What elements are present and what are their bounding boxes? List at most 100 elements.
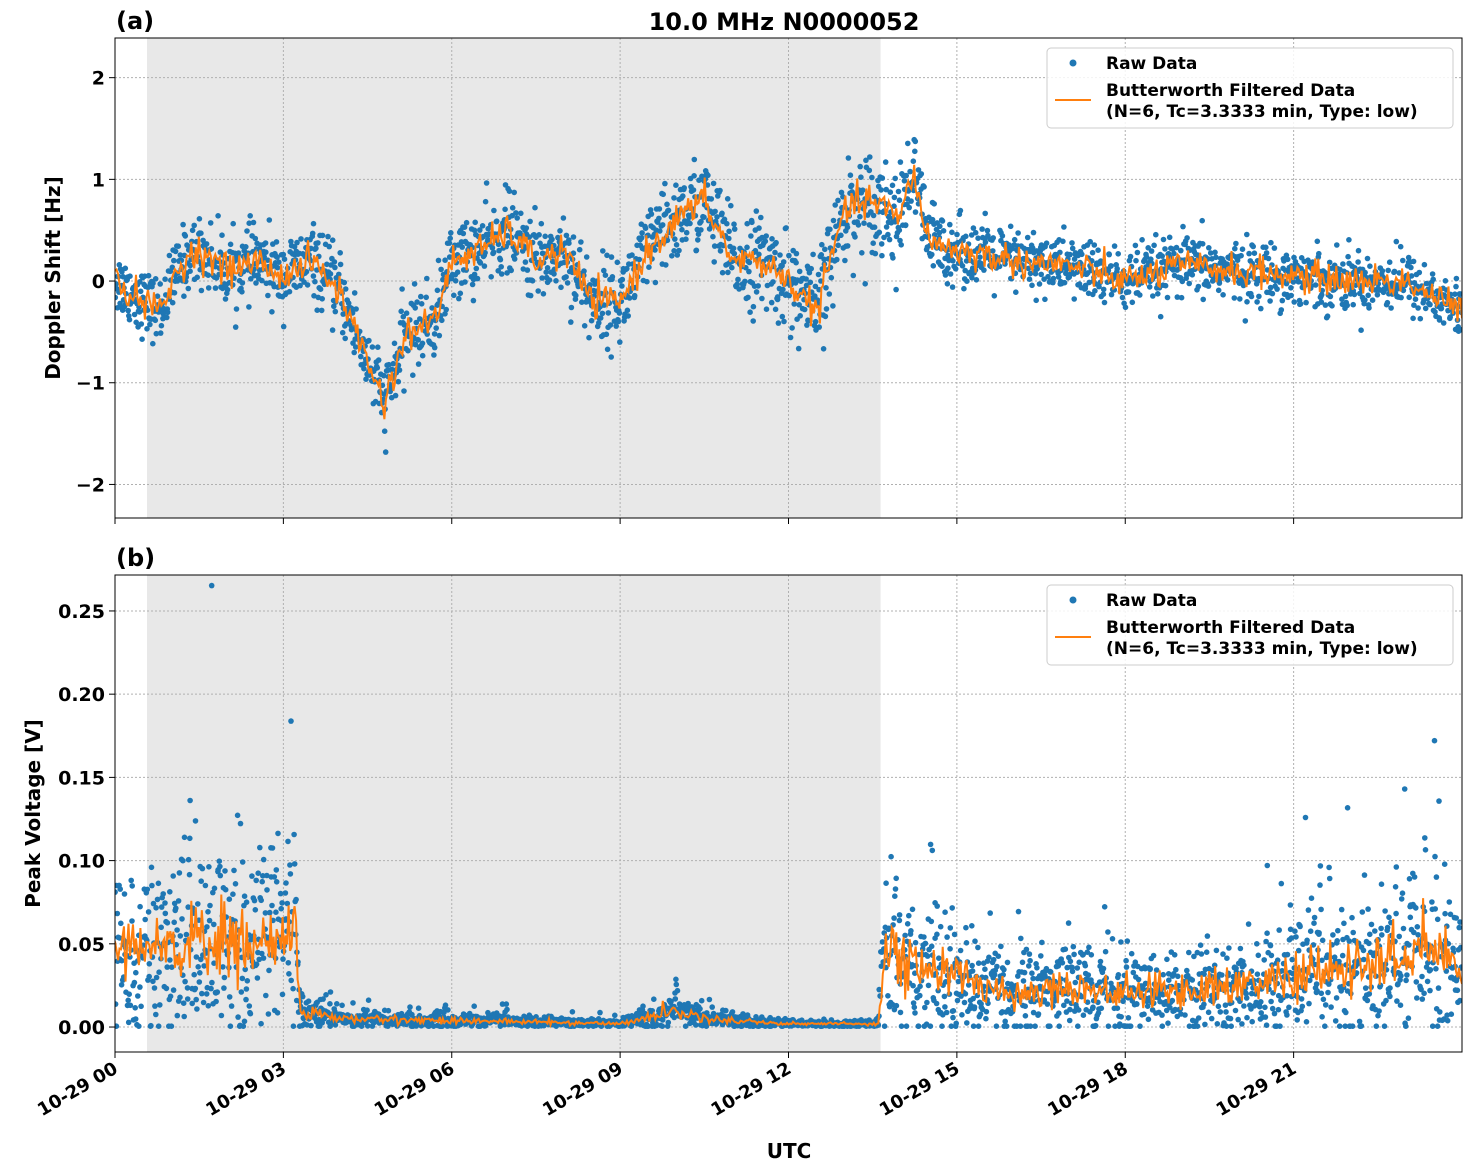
raw-data-point (217, 858, 223, 864)
raw-data-point (973, 230, 979, 236)
raw-data-point (133, 1016, 139, 1022)
raw-data-point (358, 354, 364, 360)
raw-data-point (1015, 230, 1021, 236)
raw-data-point (553, 278, 559, 284)
raw-data-point (132, 980, 138, 986)
raw-data-point (883, 159, 889, 165)
raw-data-point (695, 237, 701, 243)
raw-data-point (1274, 286, 1280, 292)
raw-data-point (1068, 959, 1074, 965)
raw-data-point (1262, 1005, 1268, 1011)
raw-data-point (288, 871, 294, 877)
raw-data-point (1226, 945, 1232, 951)
raw-data-point (352, 290, 358, 296)
raw-data-point (233, 324, 239, 330)
raw-data-point (823, 285, 829, 291)
raw-data-point (1267, 298, 1273, 304)
raw-data-point (177, 870, 183, 876)
raw-data-point (276, 259, 282, 265)
raw-data-point (287, 862, 293, 868)
raw-data-point (1418, 316, 1424, 322)
raw-data-point (897, 918, 903, 924)
raw-data-point (939, 263, 945, 269)
raw-data-point (139, 321, 145, 327)
raw-data-point (675, 988, 681, 994)
raw-data-point (183, 233, 189, 239)
raw-data-point (781, 259, 787, 265)
raw-data-point (1306, 907, 1312, 913)
raw-data-point (581, 268, 587, 274)
raw-data-point (970, 968, 976, 974)
raw-data-point (139, 336, 145, 342)
raw-data-point (1258, 999, 1264, 1005)
raw-data-point (1042, 297, 1048, 303)
raw-data-point (1340, 261, 1346, 267)
raw-data-point (366, 338, 372, 344)
raw-data-point (625, 308, 631, 314)
raw-data-point (1366, 305, 1372, 311)
raw-data-point (893, 287, 899, 293)
raw-data-point (606, 310, 612, 316)
raw-data-point (1101, 287, 1107, 293)
raw-data-point (679, 227, 685, 233)
raw-data-point (984, 1009, 990, 1015)
raw-data-point (326, 244, 332, 250)
legend-entry: Butterworth Filtered Data (1106, 81, 1355, 101)
raw-data-point (267, 217, 273, 223)
raw-data-point (1161, 237, 1167, 243)
raw-data-point (573, 293, 579, 299)
raw-data-point (945, 281, 951, 287)
raw-data-point (1137, 1023, 1143, 1029)
raw-data-point (830, 303, 836, 309)
raw-data-point (1179, 295, 1185, 301)
raw-data-point (892, 176, 898, 182)
raw-data-point (253, 236, 259, 242)
raw-data-point (240, 280, 246, 286)
raw-data-point (887, 237, 893, 243)
raw-data-point (436, 258, 442, 264)
raw-data-point (227, 994, 233, 1000)
raw-data-point (197, 216, 203, 222)
raw-data-point (1004, 1023, 1010, 1029)
raw-data-point (218, 873, 224, 879)
raw-data-point (126, 1020, 132, 1026)
raw-data-point (964, 940, 970, 946)
raw-data-point (1406, 295, 1412, 301)
y-tick-label: 1 (92, 169, 105, 191)
raw-data-point (619, 283, 625, 289)
raw-data-point (207, 918, 213, 924)
raw-data-point (1198, 942, 1204, 948)
raw-data-point (342, 280, 348, 286)
raw-data-point (265, 293, 271, 299)
raw-data-point (674, 982, 680, 988)
raw-data-point (275, 1010, 281, 1016)
raw-data-point (1235, 1017, 1241, 1023)
raw-data-point (673, 996, 679, 1002)
raw-data-point (267, 910, 273, 916)
raw-data-point (953, 1021, 959, 1027)
raw-data-point (732, 251, 738, 257)
raw-data-point (600, 248, 606, 254)
raw-data-point (240, 859, 246, 865)
raw-data-point (153, 276, 159, 282)
raw-data-point (1205, 933, 1211, 939)
raw-data-point (173, 249, 179, 255)
raw-data-point (199, 991, 205, 997)
raw-data-point (749, 220, 755, 226)
raw-data-point (1039, 940, 1045, 946)
raw-data-point (1240, 246, 1246, 252)
raw-data-point (187, 798, 193, 804)
raw-data-point (769, 236, 775, 242)
raw-data-point (113, 281, 119, 287)
raw-data-point (180, 858, 186, 864)
raw-data-point (1299, 996, 1305, 1002)
raw-data-point (794, 251, 800, 257)
raw-data-point (561, 215, 567, 221)
raw-data-point (1195, 1023, 1201, 1029)
raw-data-point (568, 319, 574, 325)
raw-data-point (273, 909, 279, 915)
raw-data-point (751, 304, 757, 310)
raw-data-point (972, 938, 978, 944)
raw-data-point (532, 205, 538, 211)
raw-data-point (944, 934, 950, 940)
